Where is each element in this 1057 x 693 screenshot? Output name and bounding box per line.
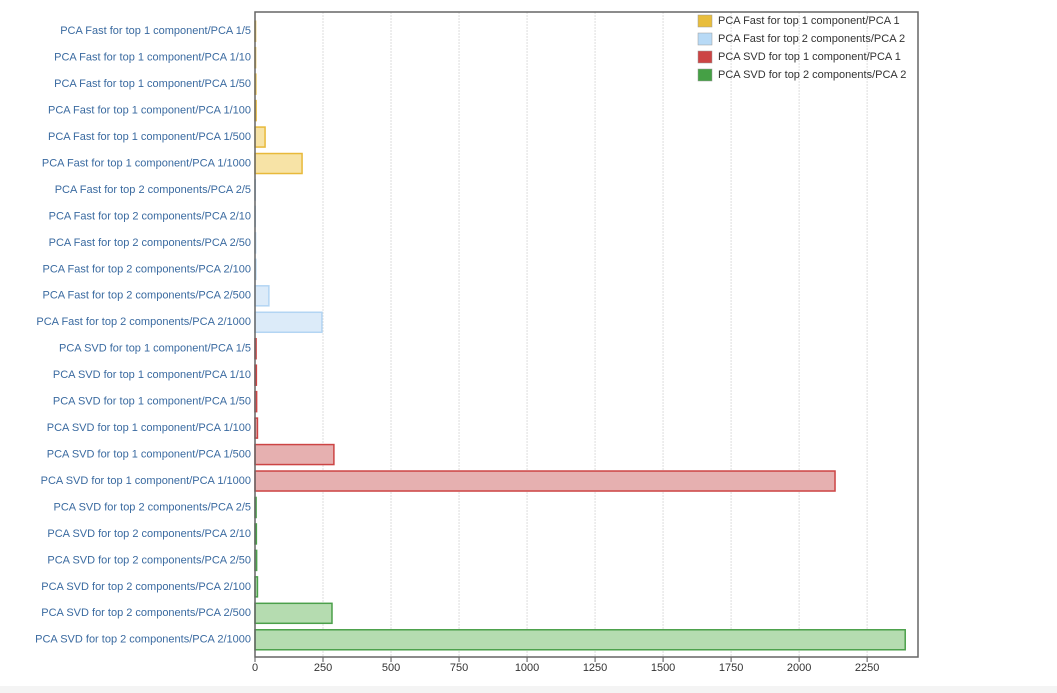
bar [254, 602, 333, 625]
bar [254, 470, 836, 492]
y-tick-label: PCA Fast for top 2 components/PCA 2/10 [49, 210, 251, 222]
legend-swatch [697, 50, 713, 64]
bar [254, 311, 323, 334]
x-tick-label: 500 [382, 662, 400, 674]
y-tick-label: PCA Fast for top 1 component/PCA 1/10 [54, 52, 251, 64]
legend-swatch [697, 14, 713, 28]
y-tick-label: PCA Fast for top 2 components/PCA 2/500 [42, 290, 251, 302]
legend-label: PCA SVD for top 1 component/PCA 1 [718, 51, 901, 63]
bar [254, 443, 335, 466]
y-tick-label: PCA SVD for top 2 components/PCA 2/500 [41, 607, 251, 619]
y-tick-label: PCA SVD for top 1 component/PCA 1/5 [59, 343, 251, 355]
bar [254, 629, 906, 651]
y-tick-label: PCA SVD for top 1 component/PCA 1/10 [53, 369, 251, 381]
legend-label: PCA SVD for top 2 components/PCA 2 [718, 69, 906, 81]
y-tick-label: PCA Fast for top 2 components/PCA 2/50 [49, 237, 251, 249]
y-tick-label: PCA SVD for top 2 components/PCA 2/10 [47, 528, 251, 540]
y-tick-label: PCA SVD for top 2 components/PCA 2/1000 [35, 634, 251, 646]
x-tick-label: 0 [252, 662, 258, 674]
bar [254, 152, 303, 175]
y-tick-label: PCA SVD for top 1 component/PCA 1/500 [47, 448, 251, 460]
legend-label: PCA Fast for top 2 components/PCA 2 [718, 33, 905, 45]
x-tick-label: 750 [450, 662, 468, 674]
x-tick-label: 1250 [583, 662, 607, 674]
x-tick-label: 1000 [515, 662, 539, 674]
legend-label: PCA Fast for top 1 component/PCA 1 [718, 15, 900, 27]
legend-swatch [697, 68, 713, 82]
x-tick-label: 2000 [787, 662, 811, 674]
x-tick-label: 250 [314, 662, 332, 674]
y-tick-label: PCA Fast for top 1 component/PCA 1/500 [48, 131, 251, 143]
x-tick-label: 2250 [855, 662, 879, 674]
y-tick-label: PCA Fast for top 2 components/PCA 2/5 [55, 184, 251, 196]
y-tick-label: PCA Fast for top 1 component/PCA 1/50 [54, 78, 251, 90]
y-tick-label: PCA SVD for top 2 components/PCA 2/5 [54, 501, 252, 513]
x-tick-label: 1500 [651, 662, 675, 674]
y-tick-label: PCA Fast for top 2 components/PCA 2/100 [42, 263, 251, 275]
page-footer-strip [0, 686, 1057, 693]
y-tick-label: PCA Fast for top 2 components/PCA 2/1000 [36, 316, 251, 328]
x-tick-label: 1750 [719, 662, 743, 674]
y-tick-label: PCA SVD for top 1 component/PCA 1/50 [53, 396, 251, 408]
y-tick-label: PCA SVD for top 1 component/PCA 1/1000 [41, 475, 251, 487]
y-tick-label: PCA Fast for top 1 component/PCA 1/5 [60, 25, 251, 37]
plot-border [254, 11, 919, 658]
plot-area [255, 12, 918, 657]
y-tick-label: PCA SVD for top 1 component/PCA 1/100 [47, 422, 251, 434]
y-tick-label: PCA Fast for top 1 component/PCA 1/100 [48, 105, 251, 117]
bar [254, 126, 266, 148]
y-tick-label: PCA SVD for top 2 components/PCA 2/50 [47, 554, 251, 566]
y-tick-label: PCA Fast for top 1 component/PCA 1/1000 [42, 157, 251, 169]
bar [254, 285, 270, 307]
y-tick-label: PCA SVD for top 2 components/PCA 2/100 [41, 581, 251, 593]
legend-swatch [697, 32, 713, 46]
